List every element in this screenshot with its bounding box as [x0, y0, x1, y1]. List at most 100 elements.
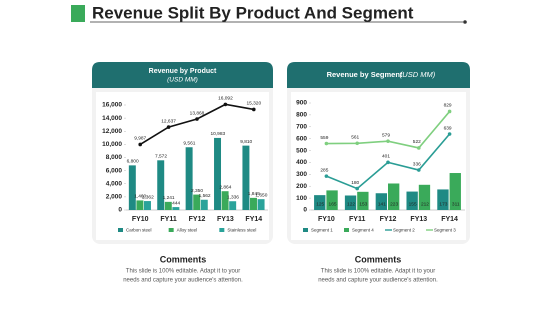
bar	[388, 183, 400, 210]
x-tick-label: FY12	[189, 216, 206, 223]
bar	[221, 191, 229, 210]
bar	[406, 191, 418, 210]
data-label: 16,092	[218, 96, 233, 102]
y-tick-label: 100	[296, 195, 307, 202]
bar	[357, 191, 369, 210]
bar	[143, 201, 151, 210]
legend-swatch	[303, 228, 308, 232]
y-tick-label: 600	[296, 135, 307, 142]
data-label: 9,810	[240, 139, 252, 145]
plot-area	[96, 92, 269, 240]
legend-label: Carbon steel	[126, 228, 152, 233]
y-tick-label: 0	[303, 207, 307, 214]
data-label: 522	[413, 139, 421, 145]
bar	[242, 145, 250, 210]
bar	[214, 137, 222, 210]
data-label: 9,561	[183, 141, 195, 147]
data-label: 561	[351, 135, 359, 141]
data-label: 1,849	[248, 191, 260, 197]
y-tick-label: 800	[296, 112, 307, 119]
bar	[437, 189, 449, 210]
legend-swatch	[118, 228, 123, 232]
legend-label: Segment 4	[352, 228, 374, 233]
y-tick-label: 900	[296, 100, 307, 107]
data-label: 1,362	[142, 194, 154, 200]
plot-area	[291, 92, 466, 240]
bar	[172, 207, 180, 210]
y-tick-label: 0	[118, 207, 122, 214]
bar	[229, 201, 237, 210]
x-tick-label: FY13	[217, 216, 234, 223]
x-tick-label: FY10	[132, 216, 149, 223]
data-label: 223	[390, 201, 398, 207]
data-label: 1,562	[199, 193, 211, 199]
line-point	[386, 139, 390, 143]
bar	[418, 184, 431, 210]
legend-label: Segment 2	[393, 228, 415, 233]
data-label: 1,241	[163, 195, 175, 201]
bar	[200, 199, 208, 210]
line-point	[355, 141, 360, 146]
data-label: 165	[329, 201, 337, 207]
y-tick-label: 16,000	[102, 102, 122, 109]
line-point	[355, 186, 360, 191]
y-tick-label: 200	[296, 183, 307, 190]
data-label: 2,864	[219, 184, 231, 190]
data-label: 336	[413, 161, 421, 167]
y-tick-label: 4,000	[106, 180, 123, 187]
line-point	[447, 132, 452, 136]
legend-label: Segment 3	[434, 228, 456, 233]
data-label: 285	[320, 167, 328, 173]
line-point	[223, 102, 228, 107]
x-tick-label: FY11	[349, 216, 365, 223]
line-point	[252, 107, 256, 112]
comment-text: needs and capture your audience's attent…	[123, 278, 243, 284]
data-label: 7,572	[155, 154, 167, 160]
y-tick-label: 300	[296, 171, 307, 178]
bar	[136, 200, 144, 210]
bar	[250, 197, 257, 210]
comment-heading: Comments	[160, 254, 207, 264]
data-label: 311	[452, 201, 460, 207]
data-label: 829	[444, 103, 452, 109]
bar	[257, 199, 265, 210]
data-label: 15,320	[246, 101, 261, 107]
bar	[128, 165, 136, 210]
legend-label: Alloy steel	[177, 228, 198, 233]
panel-header	[287, 62, 470, 88]
line-point	[138, 142, 142, 147]
x-tick-label: FY13	[410, 216, 427, 223]
panel-header	[92, 62, 273, 88]
legend-swatch	[168, 228, 174, 232]
y-tick-label: 10,000	[102, 141, 122, 148]
bar	[344, 195, 357, 210]
data-label: 1,460	[134, 194, 146, 200]
data-label: 579	[382, 132, 390, 138]
data-label: 639	[444, 125, 452, 131]
x-tick-label: FY14	[245, 216, 262, 223]
chart-subtitle: (USD MM)	[167, 77, 198, 84]
legend-label: Segment 1	[311, 228, 333, 233]
slide-title: Revenue Split By Product And Segment	[92, 3, 414, 22]
data-label: 1,650	[255, 192, 267, 198]
bar	[157, 160, 165, 210]
bar	[164, 201, 172, 210]
line-point	[166, 125, 171, 129]
bar	[375, 193, 388, 210]
y-tick-label: 12,000	[102, 128, 122, 135]
line-point	[324, 141, 329, 146]
data-label: 13,868	[190, 110, 205, 116]
comment-text: needs and capture your audience's attent…	[318, 278, 438, 284]
comment-text: This slide is 100% editable. Adapt it to…	[126, 269, 240, 275]
bar	[193, 194, 201, 210]
data-label: 141	[378, 201, 386, 207]
data-label: 9,987	[134, 136, 146, 142]
data-label: 212	[421, 201, 429, 207]
data-label: 444	[172, 200, 180, 206]
x-tick-label: FY14	[441, 216, 458, 223]
chart-title: Revenue by Product	[149, 68, 217, 75]
line-point	[417, 168, 421, 172]
data-label: 125	[316, 201, 324, 207]
legend-swatch	[219, 228, 225, 232]
y-tick-label: 500	[296, 147, 307, 154]
